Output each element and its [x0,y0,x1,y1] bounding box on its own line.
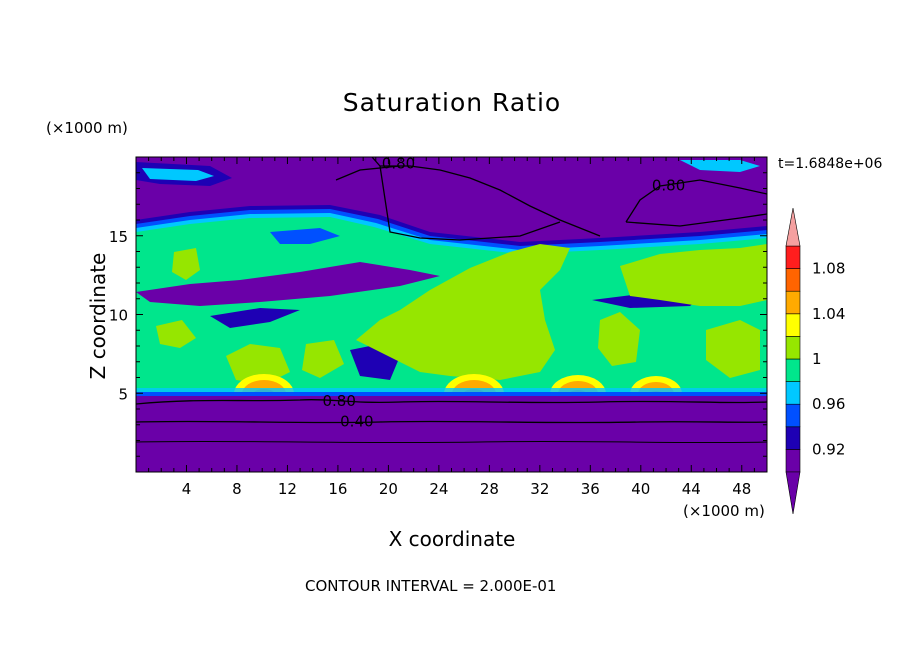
x-tick-label: 20 [379,480,398,498]
contour-label: 0.80 [322,392,355,410]
contour-label: 0.80 [652,176,685,194]
y-tick-label: 10 [109,307,128,325]
y-tick-label: 5 [118,385,128,403]
x-tick-label: 4 [182,480,192,498]
contour-line-080 [136,398,767,405]
x-tick-label: 40 [631,480,650,498]
field-moist-region-4 [706,320,760,378]
colorbar-segment [785,268,801,292]
time-label: t=1.6848e+06 [778,156,883,172]
contour-line-upper-1 [371,157,601,237]
field-dry-tongue-1 [136,262,440,306]
colorbar-label: 1.04 [812,305,845,323]
colorbar: 0.92 0.96 1 1.04 1.08 [785,207,845,515]
x-axis-label: X coordinate [0,527,904,551]
field-dry-tongue-2 [210,308,300,328]
colorbar-segment [785,290,801,315]
colorbar-label: 1.08 [812,260,845,278]
x-axis-unit: (×1000 m) [683,502,765,520]
field-moist-region-2 [172,248,200,280]
contour-label: 0.40 [340,413,373,431]
x-tick-label: 48 [732,480,751,498]
field-moist-region-7 [302,340,344,378]
x-tick-label: 32 [530,480,549,498]
colorbar-label: 0.92 [812,440,845,458]
field-moist-region-1 [356,244,570,380]
colorbar-segment [785,336,801,360]
x-axis-label-text: X coordinate [388,527,516,551]
x-tick-label: 16 [328,480,347,498]
colorbar-segment [785,426,801,450]
colorbar-segment [785,403,801,428]
x-tick-label: 44 [682,480,701,498]
colorbar-segment [785,358,801,382]
colorbar-over-triangle [785,207,801,247]
contour-line-lower [136,440,767,444]
x-tick-label: 24 [429,480,448,498]
field-cloudbase-blue [136,392,767,396]
x-tick-label: 12 [278,480,297,498]
x-tick-label: 8 [232,480,242,498]
colorbar-segment [785,313,801,337]
contour-line-040 [136,420,767,424]
contour-line-upper-4 [625,179,767,223]
colorbar-segment [785,381,801,405]
colorbar-label: 0.96 [812,395,845,413]
heatmap-field [136,157,767,472]
field-lower-dry [136,396,767,472]
contour-line-upper-2 [335,165,401,181]
y-axis-unit: (×1000 m) [46,119,128,137]
chart-title: Saturation Ratio [342,88,562,117]
field-moist-region-5 [598,312,640,366]
contour-interval-note: CONTOUR INTERVAL = 2.000E-01 [305,577,557,595]
contour-labels: 0.80 0.80 0.80 0.40 [322,154,685,430]
colorbar-segment [785,449,801,473]
x-tick-label: 36 [581,480,600,498]
colorbar-segment [785,245,801,269]
field-band-upper-cyan [142,168,214,181]
colorbar-label: 1 [812,350,822,368]
field-band-upper-cyan-right [680,160,760,172]
contour-line-upper-5 [625,213,767,227]
field-moist-region-6 [226,344,290,384]
contour-label: 0.80 [382,154,415,172]
x-axis-ticks: 4 8 12 16 20 24 28 32 36 40 44 48 [148,157,755,498]
field-moist-region-8 [156,320,196,348]
colorbar-under-triangle [785,471,801,515]
y-axis-ticks: 5 10 15 [109,172,767,457]
contour-line-upper-3 [379,165,561,241]
y-tick-label: 15 [109,228,128,246]
field-dry-tongue-4 [270,228,340,244]
field-cloudbase-cyan [136,388,767,394]
field-moist-region-3 [620,244,767,306]
x-tick-label: 28 [480,480,499,498]
